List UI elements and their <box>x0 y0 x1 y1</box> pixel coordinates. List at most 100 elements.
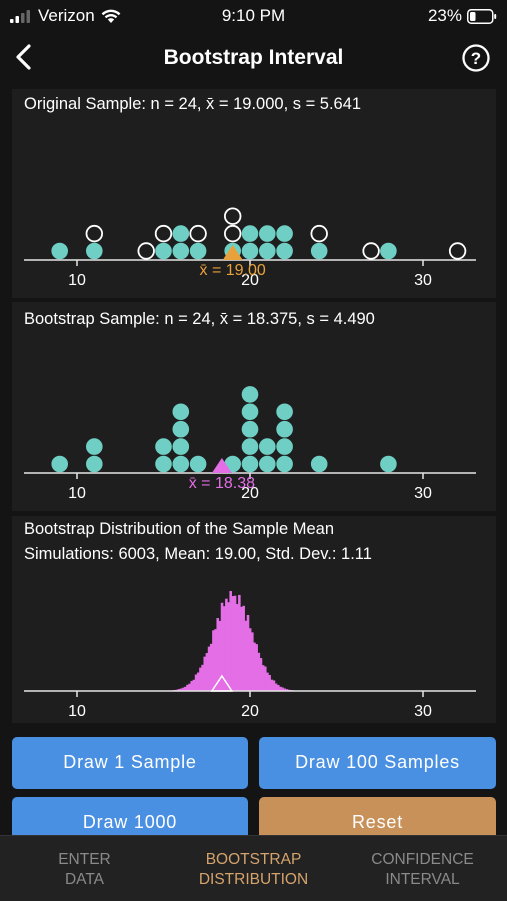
original-sample-dotplot[interactable]: 10 20 30 x̄ = 19.00 <box>12 89 496 298</box>
page-title: Bootstrap Interval <box>163 46 344 69</box>
data-dot-selected <box>172 242 190 260</box>
draw-100-samples-button[interactable]: Draw 100 Samples <box>259 737 496 789</box>
mean-marker <box>222 245 243 260</box>
histogram-bar <box>266 672 269 691</box>
data-dot-selected <box>276 438 293 455</box>
histogram-bar <box>285 689 289 691</box>
mean-label: x̄ = 19.00 <box>200 262 266 279</box>
histogram-bar <box>177 689 181 691</box>
data-dot-selected <box>380 455 397 473</box>
data-dot <box>223 207 242 225</box>
histogram-bar <box>248 628 252 691</box>
histogram-bar <box>225 598 228 691</box>
data-dot-selected <box>172 225 190 242</box>
data-dot-selected <box>259 438 276 455</box>
svg-text:?: ? <box>471 49 481 68</box>
data-dot-selected <box>276 242 293 260</box>
tab-enter-data[interactable]: ENTER DATA <box>0 850 169 890</box>
histogram-bar <box>220 602 224 691</box>
histogram-bar <box>231 596 235 691</box>
data-dot-selected <box>172 455 190 473</box>
data-dot-selected <box>241 455 259 473</box>
original-sample-header: Original Sample: n = 24, x̄ = 19.000, s … <box>24 95 362 113</box>
data-dot <box>448 242 467 260</box>
help-icon[interactable]: ? <box>461 43 491 73</box>
data-dot-selected <box>380 242 397 260</box>
data-dot <box>223 224 242 243</box>
histogram-bar <box>214 629 217 691</box>
data-dot-selected <box>155 242 172 260</box>
battery-icon <box>467 8 497 24</box>
histogram-bar <box>255 644 258 691</box>
data-dot-selected <box>241 242 259 260</box>
tab-enter-data-line2: DATA <box>64 871 105 888</box>
back-chevron-icon[interactable] <box>8 40 42 74</box>
histogram-bar <box>261 665 265 691</box>
data-dot-selected <box>241 225 259 242</box>
data-dot-selected <box>172 420 190 438</box>
histogram-bar <box>274 683 278 691</box>
original-sample-panel[interactable]: Original Sample: n = 24, x̄ = 19.000, s … <box>12 89 496 298</box>
data-dot-selected <box>155 438 172 455</box>
histogram-bar <box>283 688 287 691</box>
bootstrap-distribution-histogram: 10 20 30 <box>24 591 476 720</box>
x-tick-label: 30 <box>414 703 432 720</box>
x-tick-label: 20 <box>241 703 259 720</box>
tab-confidence-interval-line1: CONFIDENCE <box>371 851 474 868</box>
x-tick-label: 10 <box>68 703 86 720</box>
histogram-bar <box>194 674 198 691</box>
tab-bar: ENTER DATA BOOTSTRAP DISTRIBUTION CONFID… <box>0 835 507 901</box>
histogram-bar <box>203 656 207 691</box>
data-dot-selected <box>241 386 259 403</box>
data-dot <box>85 224 104 243</box>
data-dot-selected <box>276 455 293 473</box>
histogram-bar <box>268 674 271 691</box>
data-dot-selected <box>189 455 207 473</box>
histogram-bar <box>181 687 185 691</box>
signal-icon <box>10 10 30 23</box>
x-tick-label: 20 <box>241 485 259 502</box>
tab-confidence-interval[interactable]: CONFIDENCE INTERVAL <box>338 850 507 890</box>
data-dot-selected <box>276 420 293 438</box>
histogram-bar <box>281 687 284 691</box>
histogram-bar <box>212 630 215 691</box>
data-dot <box>154 224 173 243</box>
data-dot-selected <box>259 242 276 260</box>
draw-1-sample-button[interactable]: Draw 1 Sample <box>12 737 248 789</box>
histogram-bar <box>276 684 280 691</box>
data-dot-selected <box>51 242 69 260</box>
histogram-bar <box>179 688 183 691</box>
histogram-bar <box>216 618 220 691</box>
histogram-bar <box>270 679 274 691</box>
histogram-bar <box>257 652 261 691</box>
tab-confidence-interval-line2: INTERVAL <box>385 871 460 888</box>
x-tick-label: 30 <box>414 272 432 289</box>
tab-enter-data-line1: ENTER <box>58 851 111 868</box>
data-dot-selected <box>310 242 328 260</box>
histogram-bar <box>233 595 237 691</box>
bootstrap-sample-header: Bootstrap Sample: n = 24, x̄ = 18.375, s… <box>24 310 375 328</box>
data-dot-selected <box>259 455 276 473</box>
histogram-bar <box>229 591 232 691</box>
data-dot <box>189 224 207 243</box>
bootstrap-sample-dotplot: 10 20 30 x̄ = 18.38 <box>24 386 476 502</box>
data-dot-selected <box>241 438 259 455</box>
data-dot-selected <box>86 242 103 260</box>
battery-area: 23% <box>428 6 497 26</box>
histogram-bar <box>207 646 211 691</box>
sample-mean-marker <box>210 674 234 692</box>
data-dot-selected <box>86 438 103 455</box>
status-bar: Verizon 9:10 PM 23% <box>0 0 507 30</box>
data-dot-selected <box>241 420 259 438</box>
histogram-bar <box>272 680 276 691</box>
histogram-bar <box>186 684 189 691</box>
x-tick-label: 10 <box>68 485 86 502</box>
histogram-bar <box>190 680 194 691</box>
histogram-bar <box>188 683 191 691</box>
data-dot <box>137 242 155 260</box>
mean-marker <box>211 458 232 473</box>
bootstrap-sample-panel: Bootstrap Sample: n = 24, x̄ = 18.375, s… <box>12 302 496 511</box>
histogram-bar <box>235 604 239 691</box>
histogram-bar <box>199 667 202 691</box>
tab-bootstrap-distribution[interactable]: BOOTSTRAP DISTRIBUTION <box>169 850 338 890</box>
